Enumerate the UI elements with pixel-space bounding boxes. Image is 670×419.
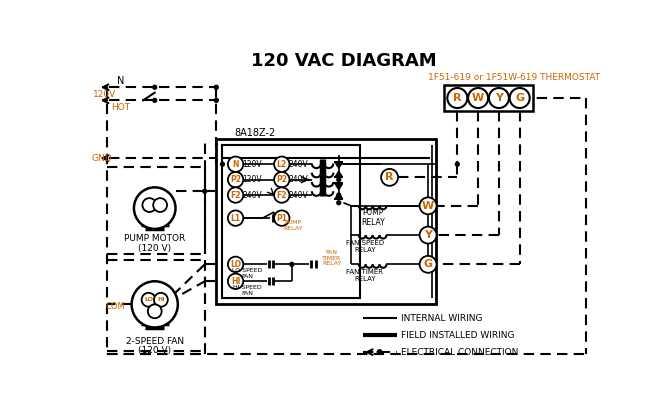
Text: 120V: 120V xyxy=(93,90,117,98)
Circle shape xyxy=(274,157,289,172)
Circle shape xyxy=(220,162,224,166)
Text: (120 V): (120 V) xyxy=(138,346,172,355)
Text: W: W xyxy=(472,93,484,103)
Text: COM: COM xyxy=(106,302,125,311)
Circle shape xyxy=(141,293,155,307)
Circle shape xyxy=(131,281,178,328)
Circle shape xyxy=(419,227,437,243)
Text: N: N xyxy=(232,160,239,169)
Text: F2: F2 xyxy=(230,191,241,199)
Text: 240V: 240V xyxy=(289,175,309,184)
Bar xyxy=(444,85,533,111)
Circle shape xyxy=(337,162,340,166)
Circle shape xyxy=(377,350,382,354)
Circle shape xyxy=(228,187,243,203)
Text: PUMP
RELAY: PUMP RELAY xyxy=(360,208,385,227)
Polygon shape xyxy=(335,171,342,177)
Circle shape xyxy=(290,262,293,266)
Text: INTERNAL WIRING: INTERNAL WIRING xyxy=(401,314,482,323)
Text: 120V: 120V xyxy=(243,160,263,169)
Text: FIELD INSTALLED WIRING: FIELD INSTALLED WIRING xyxy=(401,331,515,340)
Polygon shape xyxy=(335,162,342,168)
Circle shape xyxy=(228,210,243,226)
Text: LO SPEED
FAN: LO SPEED FAN xyxy=(232,268,263,279)
Circle shape xyxy=(214,98,218,102)
Text: 240V: 240V xyxy=(243,191,263,199)
Text: N: N xyxy=(117,76,125,86)
Text: Y: Y xyxy=(495,93,503,103)
Circle shape xyxy=(337,162,340,166)
Circle shape xyxy=(489,88,509,108)
Circle shape xyxy=(228,172,243,187)
Text: 1F51-619 or 1F51W-619 THERMOSTAT: 1F51-619 or 1F51W-619 THERMOSTAT xyxy=(427,73,600,82)
Text: PUMP MOTOR: PUMP MOTOR xyxy=(124,234,186,243)
Circle shape xyxy=(228,274,243,289)
Text: P2: P2 xyxy=(276,175,287,184)
Text: R: R xyxy=(385,172,394,182)
Circle shape xyxy=(419,197,437,214)
Circle shape xyxy=(274,172,289,187)
Circle shape xyxy=(337,178,340,181)
Text: LO: LO xyxy=(144,297,153,302)
Text: L2: L2 xyxy=(277,160,287,169)
Text: F2: F2 xyxy=(277,191,287,199)
Circle shape xyxy=(468,88,488,108)
Circle shape xyxy=(419,256,437,273)
Text: LO: LO xyxy=(230,260,241,269)
Circle shape xyxy=(153,98,157,102)
Text: FAN TIMER
RELAY: FAN TIMER RELAY xyxy=(346,269,383,282)
Text: HI: HI xyxy=(157,297,165,302)
Text: G: G xyxy=(515,93,524,103)
Circle shape xyxy=(153,85,157,89)
Circle shape xyxy=(228,257,243,272)
Circle shape xyxy=(148,304,161,318)
Circle shape xyxy=(274,210,289,226)
Circle shape xyxy=(456,162,459,166)
Circle shape xyxy=(154,293,168,307)
Text: PUMP
RELAY: PUMP RELAY xyxy=(283,220,303,231)
Text: 120V: 120V xyxy=(243,175,263,184)
Text: R: R xyxy=(453,93,462,103)
Circle shape xyxy=(228,157,243,172)
Text: ELECTRICAL CONNECTION: ELECTRICAL CONNECTION xyxy=(401,348,519,357)
Circle shape xyxy=(337,201,340,204)
Text: 240V: 240V xyxy=(289,160,309,169)
Text: P2: P2 xyxy=(230,175,241,184)
Circle shape xyxy=(381,169,398,186)
Text: 120 VAC DIAGRAM: 120 VAC DIAGRAM xyxy=(251,52,436,70)
Text: FAN
TIMER
RELAY: FAN TIMER RELAY xyxy=(322,250,342,266)
Circle shape xyxy=(510,88,530,108)
Circle shape xyxy=(134,187,176,229)
Bar xyxy=(216,139,436,304)
Text: L1: L1 xyxy=(230,214,241,222)
Circle shape xyxy=(143,198,156,212)
Bar xyxy=(222,145,360,298)
Text: FAN SPEED
RELAY: FAN SPEED RELAY xyxy=(346,240,384,253)
Circle shape xyxy=(274,187,289,203)
Text: 8A18Z-2: 8A18Z-2 xyxy=(234,129,275,138)
Text: 240V: 240V xyxy=(289,191,309,199)
Text: HI SPEED
FAN: HI SPEED FAN xyxy=(232,285,261,296)
Text: (120 V): (120 V) xyxy=(138,244,172,253)
Text: 2-SPEED FAN: 2-SPEED FAN xyxy=(126,337,184,346)
Circle shape xyxy=(203,189,207,193)
Text: HI: HI xyxy=(231,277,241,286)
Text: W: W xyxy=(422,201,434,211)
Polygon shape xyxy=(335,184,342,190)
Text: Y: Y xyxy=(424,230,432,240)
Text: P1: P1 xyxy=(276,214,287,222)
Text: G: G xyxy=(423,259,433,269)
Text: HOT: HOT xyxy=(111,103,131,112)
Circle shape xyxy=(337,193,340,197)
Circle shape xyxy=(214,85,218,89)
Polygon shape xyxy=(335,193,342,199)
Circle shape xyxy=(153,198,167,212)
Text: GND: GND xyxy=(92,154,112,163)
Circle shape xyxy=(448,88,468,108)
